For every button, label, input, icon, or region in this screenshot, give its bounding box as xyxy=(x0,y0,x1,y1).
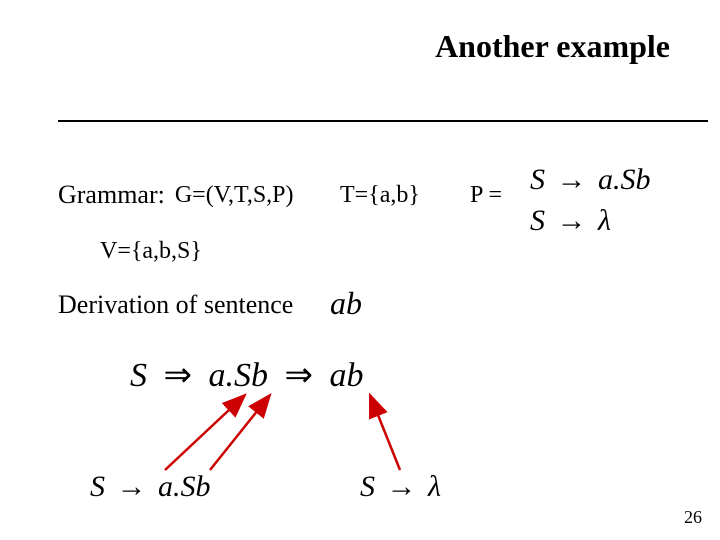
arrow-icon: → xyxy=(113,470,151,504)
double-arrow-icon: ⇒ xyxy=(156,357,201,394)
derivation-label: Derivation of sentence xyxy=(58,290,293,320)
arrow-icon: → xyxy=(383,470,421,504)
derivation-step-2: a.Sb xyxy=(209,357,269,394)
rule-1: S → a.Sb xyxy=(530,160,651,201)
arrow-icon: → xyxy=(553,160,591,201)
derivation-sentence: ab xyxy=(330,285,362,322)
rule-1-rhs: a.Sb xyxy=(598,163,651,196)
grammar-definition: G=(V,T,S,P) xyxy=(175,182,294,209)
rule-2-rhs: λ xyxy=(598,204,611,237)
rule-1-lhs: S xyxy=(530,163,545,196)
v-set: V={a,b,S} xyxy=(100,238,202,265)
page-number: 26 xyxy=(684,507,702,528)
grammar-label: Grammar: xyxy=(58,180,165,210)
bottom-rule-1: S → a.Sb xyxy=(90,470,211,504)
bottom-rule-2-rhs: λ xyxy=(428,470,441,503)
arrow-icon: → xyxy=(553,201,591,242)
production-rules: S → a.Sb S → λ xyxy=(530,160,651,241)
bottom-rule-2-lhs: S xyxy=(360,470,375,503)
rule-2: S → λ xyxy=(530,201,651,242)
rule-2-lhs: S xyxy=(530,204,545,237)
derivation-step-1: S xyxy=(130,357,147,394)
derivation-chain: S ⇒ a.Sb ⇒ ab xyxy=(130,355,364,395)
derivation-arrows xyxy=(0,0,720,540)
grammar-line: Grammar: G=(V,T,S,P) xyxy=(58,180,294,210)
slide-title: Another example xyxy=(435,28,670,65)
double-arrow-icon: ⇒ xyxy=(277,357,322,394)
bottom-rule-1-rhs: a.Sb xyxy=(158,470,211,503)
derivation-step-3: ab xyxy=(330,357,364,394)
bottom-rule-1-lhs: S xyxy=(90,470,105,503)
bottom-rule-2: S → λ xyxy=(360,470,441,504)
t-set: T={a,b} xyxy=(340,182,420,209)
horizontal-rule xyxy=(58,120,708,122)
p-label: P = xyxy=(470,182,502,209)
